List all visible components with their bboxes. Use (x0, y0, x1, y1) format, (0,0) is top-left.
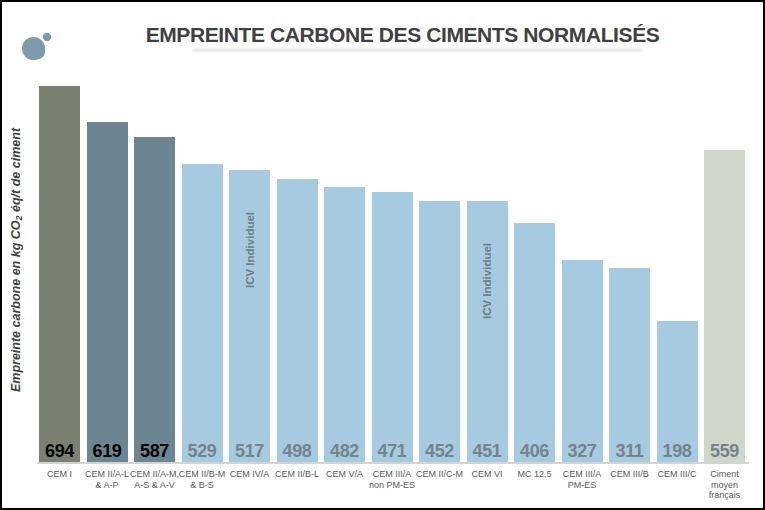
bar-cem-ii-c-m (419, 201, 460, 463)
bar-value-label: 327 (562, 441, 603, 461)
category-label-line: non PM-ES (362, 480, 422, 491)
bar-value-label: 559 (704, 441, 745, 461)
bar-cem-i (39, 86, 80, 463)
category-label-line: français (695, 490, 755, 501)
bar-value-label: 471 (372, 441, 413, 461)
slide-frame: EMPREINTE CARBONE DES CIMENTS NORMALISÉS… (0, 0, 765, 510)
category-label-line: & B-S (172, 480, 232, 491)
category-label: Cimentmoyenfrançais (695, 469, 755, 501)
bar-value-label: 619 (87, 441, 128, 461)
bar-value-label: 694 (39, 441, 80, 461)
category-label-line: Ciment (695, 469, 755, 480)
bar-cem-iii-b (609, 268, 650, 463)
bar-value-label: 498 (277, 441, 318, 461)
x-axis-baseline (37, 462, 749, 464)
bar-value-label: 517 (229, 441, 270, 461)
bar-value-label: 198 (657, 441, 698, 461)
bar-cem-iii-a-pm-es (562, 260, 603, 463)
bar-mc-12-5 (514, 223, 555, 463)
bar-cem-iii-a-non-pm-es (372, 192, 413, 463)
bar-value-label: 529 (182, 441, 223, 461)
bar-value-label: 482 (324, 441, 365, 461)
bar-value-label: 311 (609, 441, 650, 461)
bar-cem-ii-b-l (277, 179, 318, 463)
icv-individuel-overlay: ICV Individuel (480, 209, 494, 319)
bar-ciment-moyen-fran-ais (704, 150, 745, 463)
icv-individuel-overlay: ICV Individuel (243, 178, 257, 288)
bar-value-label: 587 (134, 441, 175, 461)
bar-value-label: 452 (419, 441, 460, 461)
bar-cem-ii-a-l-a-p (87, 122, 128, 463)
category-label-line: PM-ES (552, 480, 612, 491)
bar-chart-plot-area: 694CEM I619CEM II/A-L& A-P587CEM II/A-M,… (2, 2, 765, 510)
bar-cem-ii-a-m-a-s-a-v (134, 137, 175, 463)
bar-cem-v-a (324, 187, 365, 463)
bar-value-label: 406 (514, 441, 555, 461)
bar-value-label: 451 (467, 441, 508, 461)
bar-cem-ii-b-m-b-s (182, 164, 223, 463)
category-label-line: moyen (695, 480, 755, 491)
